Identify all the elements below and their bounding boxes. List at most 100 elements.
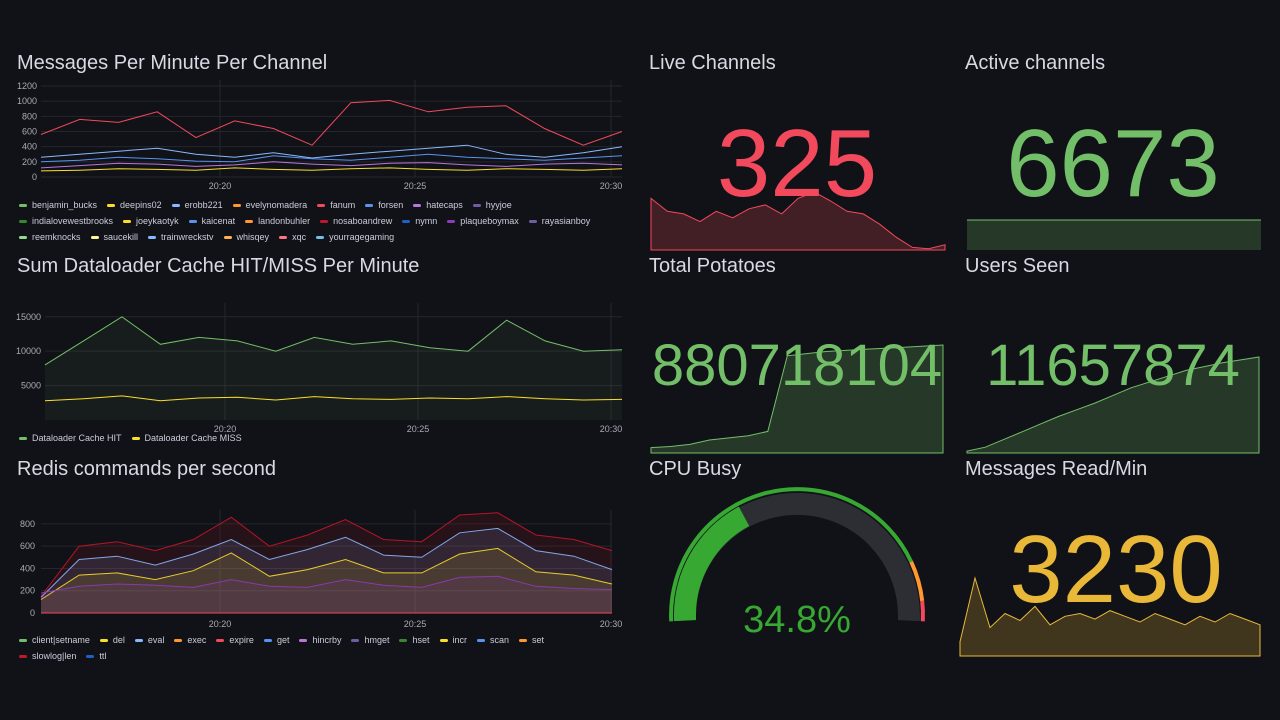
legend-item[interactable]: forsen	[365, 197, 403, 213]
legend-item[interactable]: rayasianboy	[528, 213, 590, 229]
legend-item[interactable]: yourragegaming	[316, 229, 394, 245]
legend-item[interactable]: ttl	[86, 648, 106, 664]
legend-item[interactable]: plaqueboymax	[447, 213, 519, 229]
legend-item[interactable]: slowlog|len	[19, 648, 76, 664]
legend: benjamin_bucks deepins02 erobb221 evelynoma…	[19, 197, 609, 245]
legend-swatch	[99, 638, 108, 642]
legend-swatch	[19, 654, 27, 658]
series-area	[41, 548, 612, 613]
legend-item[interactable]: benjamin_bucks	[19, 197, 97, 213]
x-tick-label: 20:20	[214, 424, 237, 434]
legend-swatch	[528, 219, 537, 223]
legend-item[interactable]: deepins02	[107, 197, 162, 213]
legend-item[interactable]: nosaboandrew	[320, 213, 392, 229]
legend-swatch	[320, 219, 329, 223]
legend-swatch	[519, 638, 528, 642]
cache-chart[interactable]: 15000 10000 5000 20:20 20:25 20:30	[16, 295, 627, 440]
stat-value: 3230	[1009, 516, 1223, 623]
legend-label: get	[276, 635, 290, 645]
legend-swatch	[232, 203, 241, 207]
y-tick-label: 800	[22, 111, 37, 121]
legend-swatch	[19, 235, 27, 239]
panel-title[interactable]: Users Seen	[965, 255, 1070, 277]
legend-item[interactable]: hmget	[351, 632, 389, 648]
legend-swatch	[19, 638, 27, 642]
legend-item[interactable]: hatecaps	[413, 197, 463, 213]
panel-total-potatoes: Total Potatoes 880718104	[649, 255, 945, 454]
legend-item[interactable]: kaicenat	[188, 213, 236, 229]
x-tick-label: 20:25	[407, 424, 430, 434]
legend-item[interactable]: hincrby	[299, 632, 341, 648]
legend-swatch	[131, 436, 140, 440]
legend-swatch	[245, 219, 254, 223]
legend-item[interactable]: get	[263, 632, 290, 648]
legend-item[interactable]: hyyjoe	[472, 197, 512, 213]
legend-swatch	[439, 638, 448, 642]
legend-label: expire	[229, 635, 254, 645]
series-line	[44, 316, 623, 366]
x-tick-label: 20:30	[600, 619, 623, 629]
legend-item[interactable]: del	[99, 632, 125, 648]
panel-title[interactable]: Messages Per Minute Per Channel	[17, 52, 328, 74]
legend-swatch	[317, 203, 326, 207]
legend-label: hatecaps	[426, 200, 463, 210]
panel-title[interactable]: Redis commands per second	[17, 458, 277, 480]
x-tick-label: 20:30	[600, 424, 623, 434]
legend-swatch	[19, 219, 27, 223]
legend-item[interactable]: reemknocks	[19, 229, 81, 245]
legend-item[interactable]: xqc	[279, 229, 306, 245]
legend-label: hyyjoe	[485, 200, 512, 210]
y-tick-label: 600	[22, 127, 37, 137]
legend-item[interactable]: joeykaotyk	[123, 213, 179, 229]
legend-item[interactable]: client|setname	[19, 632, 90, 648]
x-tick-label: 20:25	[404, 619, 427, 629]
legend-item[interactable]: eval	[134, 632, 164, 648]
legend-item[interactable]: exec	[174, 632, 206, 648]
legend-item[interactable]: scan	[477, 632, 509, 648]
y-tick-label: 0	[32, 172, 37, 182]
legend-item[interactable]: trainwreckstv	[148, 229, 214, 245]
series-line	[40, 512, 613, 597]
panel-title[interactable]: Live Channels	[649, 52, 776, 74]
legend-item[interactable]: set	[519, 632, 544, 648]
panel-title[interactable]: Messages Read/Min	[965, 458, 1148, 480]
legend-item[interactable]: evelynomadera	[232, 197, 307, 213]
panel-title[interactable]: CPU Busy	[649, 458, 742, 480]
legend-item[interactable]: landonbuhler	[245, 213, 310, 229]
legend-item[interactable]: indialovewestbrooks	[19, 213, 113, 229]
messages-chart[interactable]: 1200 1000 800 600 400 200 0 20:20 20:25 20:30	[17, 80, 627, 230]
stat-value: 880718104	[651, 333, 943, 398]
legend-item[interactable]: whisqey	[223, 229, 270, 245]
x-tick-label: 20:25	[404, 181, 427, 191]
legend-label: whisqey	[236, 232, 270, 242]
legend-swatch	[216, 638, 225, 642]
legend-swatch	[188, 219, 197, 223]
series-line	[44, 395, 623, 402]
legend-item[interactable]: Dataloader Cache HIT	[19, 430, 122, 446]
legend-item[interactable]: hset	[399, 632, 430, 648]
legend-item[interactable]: Dataloader Cache MISS	[131, 430, 242, 446]
legend-label: Dataloader Cache HIT	[32, 433, 122, 443]
legend-item[interactable]: saucekill	[90, 229, 139, 245]
y-tick-label: 15000	[16, 312, 41, 322]
legend-swatch	[447, 219, 456, 223]
legend-item[interactable]: nymn	[402, 213, 437, 229]
redis-chart[interactable]: 800 600 400 200 0 20:20 20:25 20:30	[17, 503, 627, 638]
legend-label: saucekill	[103, 232, 139, 242]
legend-item[interactable]: incr	[439, 632, 467, 648]
legend-label: scan	[490, 635, 510, 645]
legend-swatch	[223, 235, 232, 239]
msgread-sparkline	[959, 576, 1261, 657]
panel-title[interactable]: Total Potatoes	[649, 255, 776, 277]
y-tick-label: 1000	[17, 96, 37, 106]
panel-title[interactable]: Sum Dataloader Cache HIT/MISS Per Minute	[17, 255, 420, 277]
legend-item[interactable]: fanum	[317, 197, 355, 213]
y-tick-label: 400	[20, 563, 35, 573]
panel-cpu-busy: CPU Busy 34.8%	[649, 458, 945, 658]
panel-title[interactable]: Active channels	[965, 52, 1106, 74]
legend-item[interactable]: erobb221	[171, 197, 223, 213]
legend-label: kaicenat	[201, 216, 236, 226]
users-sparkline	[966, 356, 1260, 454]
legend-item[interactable]: expire	[216, 632, 254, 648]
legend-label: reemknocks	[32, 232, 81, 242]
